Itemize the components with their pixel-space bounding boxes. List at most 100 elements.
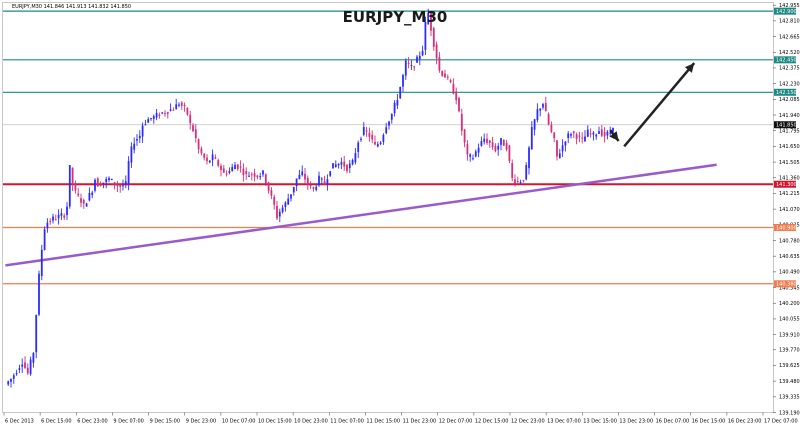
candle-body — [511, 163, 514, 179]
candle-body — [203, 153, 206, 158]
candle-body — [528, 147, 530, 169]
candle-body — [589, 133, 592, 135]
candle-body — [598, 131, 600, 134]
candle-body — [500, 138, 502, 145]
candle-body — [368, 132, 371, 137]
y-tick-label: 142.810 — [779, 19, 800, 25]
candle-body — [435, 44, 438, 59]
candle-body — [418, 55, 421, 60]
candle-body — [119, 185, 122, 187]
candle-body — [29, 359, 32, 375]
x-tick-label: 9 Dec 15:00 — [150, 419, 180, 425]
candle-body — [96, 178, 99, 187]
candle-body — [337, 163, 340, 166]
candle-body — [586, 129, 589, 137]
candle-body — [38, 273, 40, 315]
y-tick-label: 141.360 — [779, 176, 800, 182]
chart-title: EURJPY_M30 — [343, 8, 448, 26]
candle-body — [421, 50, 424, 56]
candle-body — [133, 143, 136, 150]
candle-body — [570, 134, 572, 136]
candle-body — [609, 132, 612, 134]
candle-body — [250, 174, 253, 176]
candle-body — [256, 175, 259, 178]
candle-body — [130, 146, 133, 163]
candle-body — [161, 112, 164, 114]
candle-body — [432, 28, 435, 47]
candle-body — [175, 104, 178, 110]
candle-body — [105, 178, 108, 183]
candle-body — [491, 142, 494, 148]
candle-body — [276, 205, 278, 219]
candle-body — [600, 129, 603, 136]
candle-body — [222, 168, 225, 173]
x-tick-label: 13 Dec 23:00 — [619, 419, 653, 425]
y-tick-label: 142.665 — [779, 34, 800, 40]
candle-body — [253, 173, 256, 177]
candle-body — [502, 139, 505, 146]
candle-body — [52, 216, 54, 221]
x-tick-label: 16 Dec 23:00 — [728, 419, 762, 425]
level-price-text-4: 140.900 — [776, 225, 797, 231]
candle-body — [396, 99, 399, 106]
x-tick-label: 17 Dec 07:00 — [764, 419, 798, 425]
candle-body — [214, 157, 217, 159]
candle-body — [312, 187, 315, 189]
candle-body — [410, 64, 413, 66]
level-price-text-0: 142.900 — [776, 9, 797, 15]
y-tick-label: 140.635 — [779, 254, 800, 260]
y-tick-label: 140.055 — [779, 317, 800, 323]
y-tick-label: 139.625 — [779, 363, 800, 369]
candle-body — [192, 125, 194, 132]
candle-body — [494, 146, 497, 152]
candle-body — [301, 171, 304, 176]
candle-body — [66, 206, 68, 216]
candle-body — [225, 173, 228, 175]
level-price-tag-0 — [774, 7, 796, 15]
candle-body — [315, 186, 318, 190]
candle-body — [404, 60, 407, 76]
y-tick-label: 141.070 — [779, 207, 800, 213]
candle-body — [200, 148, 203, 154]
candle-body — [382, 135, 385, 142]
x-tick-label: 12 Dec 23:00 — [511, 419, 545, 425]
candle-body — [416, 56, 418, 63]
level-price-text-5: 140.380 — [776, 282, 797, 288]
candle-body — [290, 194, 292, 199]
candle-body — [99, 183, 102, 186]
candle-body — [466, 144, 469, 155]
candle-body — [309, 184, 312, 186]
candle-body — [284, 202, 287, 207]
candle-body — [186, 107, 189, 115]
candle-body — [234, 164, 236, 170]
level-price-tag-5 — [774, 280, 796, 288]
candle-body — [581, 137, 584, 139]
x-tick-label: 16 Dec 07:00 — [656, 419, 690, 425]
candle-body — [575, 134, 578, 139]
forecast-arrowhead-1 — [684, 63, 695, 73]
candle-body — [236, 164, 239, 169]
x-tick-label: 11 Dec 07:00 — [330, 419, 364, 425]
candle-body — [71, 167, 74, 185]
candle-body — [278, 211, 281, 217]
y-tick-label: 140.200 — [779, 301, 800, 307]
candle-body — [522, 180, 525, 182]
candle-body — [407, 62, 410, 64]
candle-body — [360, 138, 362, 140]
candle-body — [348, 163, 351, 169]
y-tick-label: 139.770 — [779, 348, 800, 354]
candle-body — [371, 134, 374, 140]
candle-body — [178, 104, 180, 106]
candle-body — [452, 83, 455, 94]
candle-body — [108, 177, 110, 180]
candle-body — [40, 249, 43, 276]
candle-body — [292, 187, 295, 193]
candle-body — [298, 174, 301, 179]
candle-body — [326, 179, 329, 186]
level-price-tag-4 — [774, 224, 796, 232]
level-price-text-2: 142.150 — [776, 90, 797, 96]
candle-body — [15, 373, 18, 375]
candle-body — [603, 131, 606, 137]
level-price-tag-1 — [774, 56, 796, 64]
